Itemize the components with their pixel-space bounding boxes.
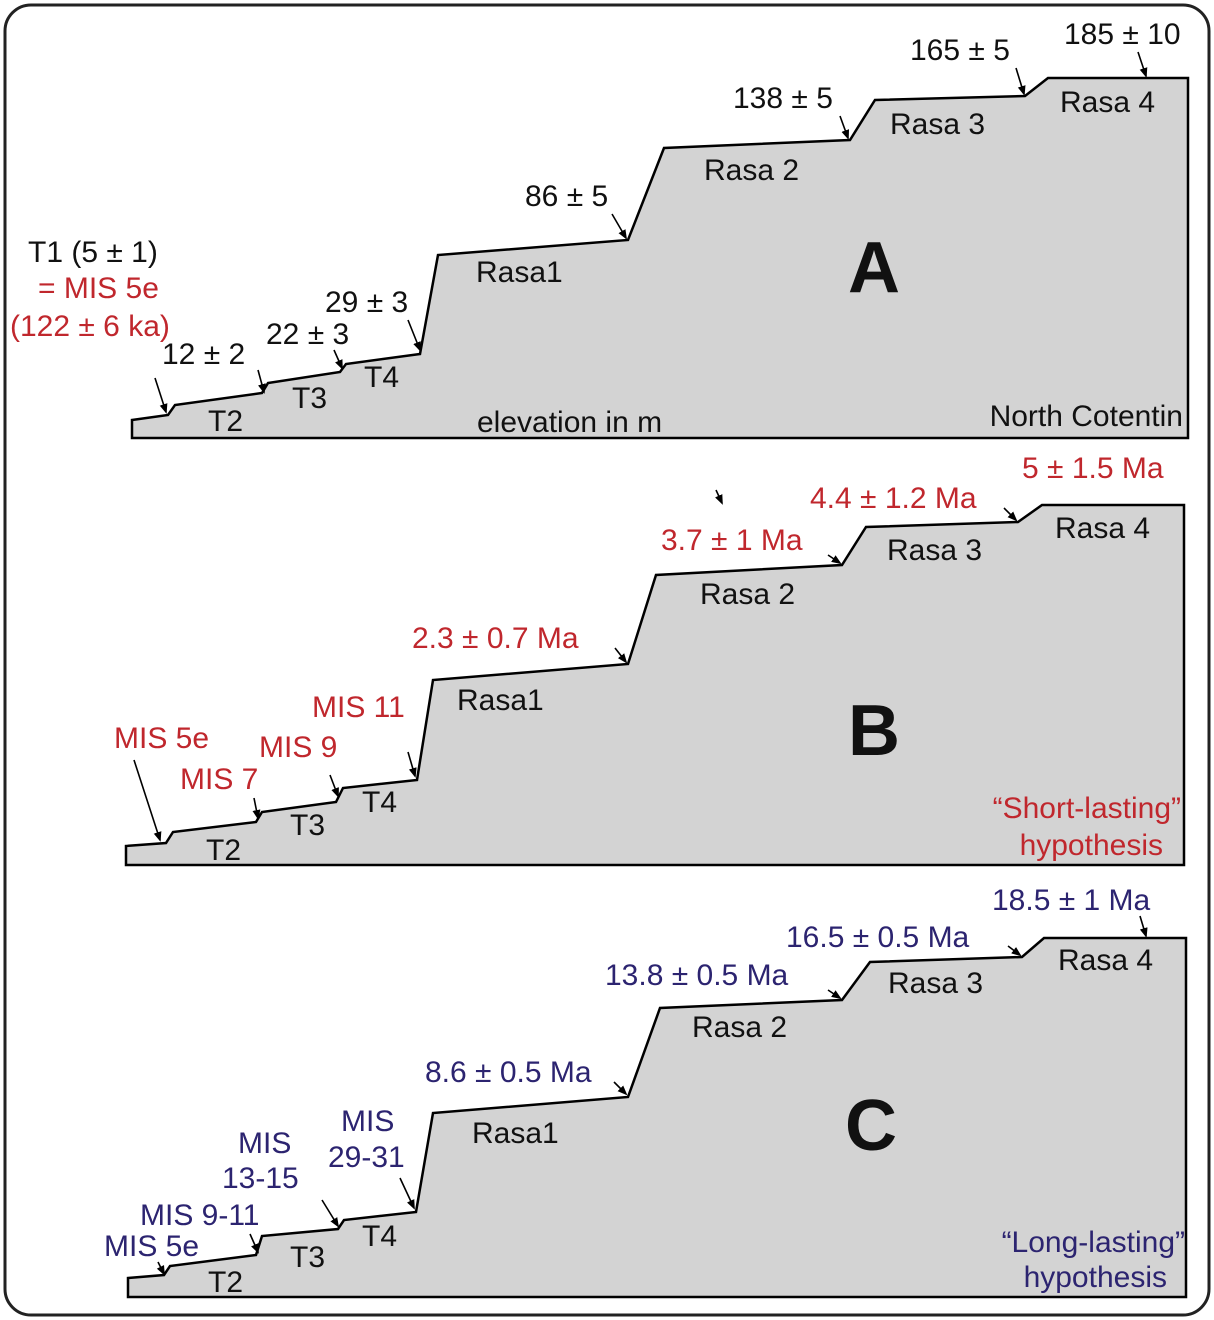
panel-c-letter: C — [845, 1086, 897, 1166]
panel-a-letter: A — [848, 228, 900, 308]
panel-b-t3-arrow — [329, 774, 339, 798]
panel-b-t1-age: MIS 5e — [114, 722, 209, 755]
panel-a-t1-elevation: T1 (5 ± 1) — [28, 236, 158, 269]
panel-b-rasa1-age: 2.3 ± 0.7 Ma — [412, 622, 579, 655]
panel-c: C “Long-lasting” hypothesis T2 T3 T4 Ras… — [104, 884, 1188, 1299]
panel-b-terrace-t3: T3 — [290, 809, 325, 842]
panel-c-hypothesis-title: “Long-lasting” — [1002, 1226, 1185, 1259]
panel-b-profile — [124, 503, 1186, 867]
panel-a-terrace-rasa2: Rasa 2 — [704, 154, 799, 187]
panel-a-rasa3-arrow — [1015, 67, 1026, 96]
panel-c-t2-age: MIS 9-11 — [140, 1199, 260, 1232]
panel-c-rasa1-age: 8.6 ± 0.5 Ma — [425, 1056, 592, 1089]
panel-b-rasa2-arrow — [827, 554, 842, 565]
panel-c-rasa3-age: 16.5 ± 0.5 Ma — [786, 921, 970, 954]
panel-a-terrace-rasa3: Rasa 3 — [890, 108, 985, 141]
panel-b-terrace-rasa1: Rasa1 — [457, 684, 544, 717]
figure-frame — [3, 3, 1211, 1317]
panel-c-terrace-rasa4: Rasa 4 — [1058, 944, 1153, 977]
panel-c-hypothesis-word: hypothesis — [1024, 1261, 1167, 1294]
panel-a-t4-elevation: 29 ± 3 — [325, 286, 408, 319]
panel-b-hypothesis-title: “Short-lasting” — [993, 792, 1181, 825]
panel-c-terrace-t2: T2 — [208, 1266, 243, 1299]
panel-c-rasa4-arrow — [1139, 915, 1148, 938]
panel-c-terrace-rasa2: Rasa 2 — [692, 1011, 787, 1044]
panel-a-terrace-t3: T3 — [292, 382, 327, 415]
panel-b-terrace-t2: T2 — [206, 834, 241, 867]
panel-b-terrace-rasa3: Rasa 3 — [887, 534, 982, 567]
panel-a-profile — [130, 76, 1190, 440]
panel-c-t3-arrow — [321, 1199, 340, 1228]
panel-c-terrace-t3: T3 — [290, 1241, 325, 1274]
panel-a-t2-arrow — [257, 369, 266, 394]
panel-a-t3-elevation: 22 ± 3 — [266, 318, 349, 351]
panel-b-t4-age: MIS 11 — [312, 691, 405, 724]
panel-c-t4-age-line1: MIS — [341, 1105, 394, 1138]
panel-c-rasa4-age: 18.5 ± 1 Ma — [992, 884, 1151, 917]
panel-c-terrace-rasa1: Rasa1 — [472, 1117, 559, 1150]
panel-a-rasa1-elevation: 86 ± 5 — [525, 180, 608, 213]
panel-a-terrace-rasa4: Rasa 4 — [1060, 86, 1155, 119]
panel-a-t4-arrow — [407, 319, 421, 352]
panel-c-rasa3-arrow — [1007, 945, 1022, 957]
panel-a-region-label: North Cotentin — [990, 400, 1183, 433]
panel-b: B “Short-lasting” hypothesis T2 T3 T4 Ra… — [114, 452, 1186, 867]
panel-b-hypothesis-word: hypothesis — [1020, 829, 1163, 862]
panel-c-t3-age-line1: MIS — [238, 1127, 291, 1160]
panel-c-t1-age: MIS 5e — [104, 1230, 199, 1263]
panel-b-t2-arrow — [252, 797, 261, 820]
panel-a-rasa2-elevation: 138 ± 5 — [733, 82, 833, 115]
panel-c-profile — [126, 936, 1188, 1299]
panel-a-t2-elevation: 12 ± 2 — [162, 338, 245, 371]
panel-c-t2-arrow — [249, 1233, 259, 1254]
panel-b-t2-age: MIS 7 — [180, 763, 258, 796]
panel-c-terrace-rasa3: Rasa 3 — [888, 967, 983, 1000]
panel-b-stray-arrow — [715, 489, 723, 505]
panel-b-terrace-t4: T4 — [362, 786, 397, 819]
panel-b-rasa2-age: 3.7 ± 1 Ma — [661, 524, 803, 557]
panel-c-t1-arrow — [156, 1261, 165, 1276]
panel-a-t1-age: (122 ± 6 ka) — [10, 310, 170, 343]
panel-c-rasa2-arrow — [827, 989, 842, 1000]
panel-a-rasa4-arrow — [1137, 51, 1148, 78]
panel-b-rasa4-age: 5 ± 1.5 Ma — [1022, 452, 1164, 485]
panel-a-terrace-rasa1: Rasa1 — [476, 256, 563, 289]
panel-b-terrace-rasa2: Rasa 2 — [700, 578, 795, 611]
panel-b-letter: B — [848, 691, 900, 771]
panel-b-rasa3-age: 4.4 ± 1.2 Ma — [810, 482, 977, 515]
panel-a-rasa1-arrow — [611, 213, 628, 240]
panel-a: A North Cotentin elevation in m T2 T3 T4… — [10, 18, 1190, 440]
panel-b-rasa1-arrow — [614, 647, 628, 664]
panel-c-terrace-t4: T4 — [362, 1220, 397, 1253]
panel-c-t4-arrow — [399, 1177, 415, 1210]
panel-a-rasa2-arrow — [839, 115, 850, 140]
panel-c-t3-age-line2: 13-15 — [222, 1162, 299, 1195]
panel-a-t1-arrow — [154, 377, 168, 414]
panel-a-rasa3-elevation: 165 ± 5 — [910, 34, 1010, 67]
panel-c-t4-age-line2: 29-31 — [328, 1141, 405, 1174]
panel-c-rasa1-arrow — [613, 1081, 628, 1096]
panel-a-rasa4-elevation: 185 ± 10 — [1064, 18, 1181, 51]
panel-b-t3-age: MIS 9 — [259, 731, 337, 764]
panel-c-rasa2-age: 13.8 ± 0.5 Ma — [605, 959, 789, 992]
panel-a-unit-note: elevation in m — [477, 406, 662, 439]
panel-a-t1-mis: = MIS 5e — [38, 272, 159, 305]
panel-a-t3-arrow — [333, 349, 343, 370]
panel-a-terrace-t4: T4 — [364, 361, 399, 394]
panel-a-terrace-t2: T2 — [208, 405, 243, 438]
panel-b-rasa3-arrow — [1003, 507, 1018, 522]
panel-b-t4-arrow — [407, 751, 417, 778]
panel-b-terrace-rasa4: Rasa 4 — [1055, 512, 1150, 545]
panel-b-t1-arrow — [133, 759, 162, 842]
